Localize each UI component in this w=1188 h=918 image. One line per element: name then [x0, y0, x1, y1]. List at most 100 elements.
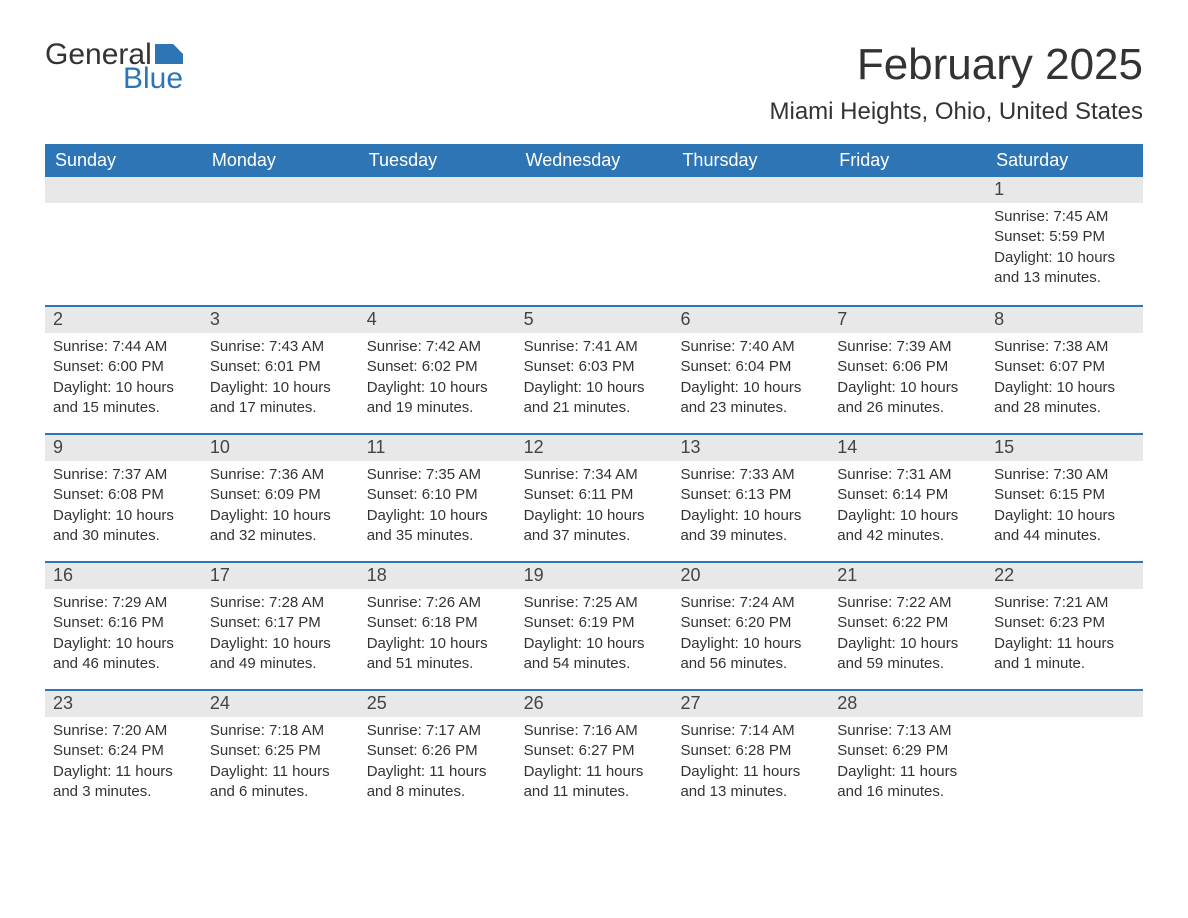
day-number: 21 — [829, 563, 986, 589]
page-header: General Blue February 2025 Miami Heights… — [45, 40, 1143, 126]
day-info: Sunrise: 7:44 AMSunset: 6:00 PMDaylight:… — [45, 333, 202, 430]
day-sunset: Sunset: 6:15 PM — [994, 485, 1135, 505]
day-header: Monday — [202, 144, 359, 177]
day-cell: 6Sunrise: 7:40 AMSunset: 6:04 PMDaylight… — [672, 307, 829, 433]
day-cell: 20Sunrise: 7:24 AMSunset: 6:20 PMDayligh… — [672, 563, 829, 689]
day-number: 22 — [986, 563, 1143, 589]
day-sunset: Sunset: 6:27 PM — [524, 741, 665, 761]
day-sunrise: Sunrise: 7:45 AM — [994, 207, 1135, 227]
day-info: Sunrise: 7:14 AMSunset: 6:28 PMDaylight:… — [672, 717, 829, 814]
day-number: 27 — [672, 691, 829, 717]
day-cell: 2Sunrise: 7:44 AMSunset: 6:00 PMDaylight… — [45, 307, 202, 433]
day-daylight2: and 8 minutes. — [367, 782, 508, 802]
day-info: Sunrise: 7:43 AMSunset: 6:01 PMDaylight:… — [202, 333, 359, 430]
day-sunrise: Sunrise: 7:42 AM — [367, 337, 508, 357]
week-row: 16Sunrise: 7:29 AMSunset: 6:16 PMDayligh… — [45, 561, 1143, 689]
day-cell: 21Sunrise: 7:22 AMSunset: 6:22 PMDayligh… — [829, 563, 986, 689]
day-daylight1: Daylight: 11 hours — [837, 762, 978, 782]
day-sunset: Sunset: 6:04 PM — [680, 357, 821, 377]
day-info: Sunrise: 7:45 AMSunset: 5:59 PMDaylight:… — [986, 203, 1143, 300]
day-sunrise: Sunrise: 7:36 AM — [210, 465, 351, 485]
day-daylight2: and 1 minute. — [994, 654, 1135, 674]
day-sunset: Sunset: 6:25 PM — [210, 741, 351, 761]
day-sunrise: Sunrise: 7:39 AM — [837, 337, 978, 357]
day-cell: 28Sunrise: 7:13 AMSunset: 6:29 PMDayligh… — [829, 691, 986, 817]
day-daylight1: Daylight: 11 hours — [210, 762, 351, 782]
day-sunset: Sunset: 6:02 PM — [367, 357, 508, 377]
day-daylight2: and 54 minutes. — [524, 654, 665, 674]
logo: General Blue — [45, 40, 183, 94]
day-info: Sunrise: 7:17 AMSunset: 6:26 PMDaylight:… — [359, 717, 516, 814]
day-sunset: Sunset: 6:01 PM — [210, 357, 351, 377]
day-header: Wednesday — [516, 144, 673, 177]
day-cell: 27Sunrise: 7:14 AMSunset: 6:28 PMDayligh… — [672, 691, 829, 817]
day-header-row: Sunday Monday Tuesday Wednesday Thursday… — [45, 144, 1143, 177]
day-header: Tuesday — [359, 144, 516, 177]
day-daylight1: Daylight: 10 hours — [53, 506, 194, 526]
day-daylight1: Daylight: 11 hours — [367, 762, 508, 782]
day-daylight1: Daylight: 10 hours — [210, 506, 351, 526]
week-row: 1Sunrise: 7:45 AMSunset: 5:59 PMDaylight… — [45, 177, 1143, 305]
day-daylight2: and 19 minutes. — [367, 398, 508, 418]
day-number: 8 — [986, 307, 1143, 333]
day-daylight2: and 37 minutes. — [524, 526, 665, 546]
day-number: 10 — [202, 435, 359, 461]
day-sunset: Sunset: 6:07 PM — [994, 357, 1135, 377]
day-sunset: Sunset: 6:28 PM — [680, 741, 821, 761]
day-cell — [986, 691, 1143, 817]
day-daylight2: and 28 minutes. — [994, 398, 1135, 418]
day-daylight1: Daylight: 10 hours — [367, 506, 508, 526]
day-sunrise: Sunrise: 7:44 AM — [53, 337, 194, 357]
week-row: 2Sunrise: 7:44 AMSunset: 6:00 PMDaylight… — [45, 305, 1143, 433]
day-info: Sunrise: 7:16 AMSunset: 6:27 PMDaylight:… — [516, 717, 673, 814]
day-daylight1: Daylight: 10 hours — [210, 378, 351, 398]
day-daylight2: and 44 minutes. — [994, 526, 1135, 546]
day-number: 13 — [672, 435, 829, 461]
day-number: 20 — [672, 563, 829, 589]
day-cell: 22Sunrise: 7:21 AMSunset: 6:23 PMDayligh… — [986, 563, 1143, 689]
day-sunset: Sunset: 6:06 PM — [837, 357, 978, 377]
day-number: 5 — [516, 307, 673, 333]
day-info: Sunrise: 7:18 AMSunset: 6:25 PMDaylight:… — [202, 717, 359, 814]
day-daylight1: Daylight: 10 hours — [837, 634, 978, 654]
day-cell: 19Sunrise: 7:25 AMSunset: 6:19 PMDayligh… — [516, 563, 673, 689]
day-info: Sunrise: 7:35 AMSunset: 6:10 PMDaylight:… — [359, 461, 516, 558]
day-sunrise: Sunrise: 7:38 AM — [994, 337, 1135, 357]
day-info: Sunrise: 7:40 AMSunset: 6:04 PMDaylight:… — [672, 333, 829, 430]
calendar: Sunday Monday Tuesday Wednesday Thursday… — [45, 144, 1143, 817]
day-sunset: Sunset: 6:08 PM — [53, 485, 194, 505]
day-cell — [672, 177, 829, 305]
day-sunset: Sunset: 6:18 PM — [367, 613, 508, 633]
week-row: 9Sunrise: 7:37 AMSunset: 6:08 PMDaylight… — [45, 433, 1143, 561]
day-sunrise: Sunrise: 7:28 AM — [210, 593, 351, 613]
day-daylight2: and 17 minutes. — [210, 398, 351, 418]
day-daylight2: and 21 minutes. — [524, 398, 665, 418]
flag-icon — [155, 44, 183, 64]
day-sunrise: Sunrise: 7:14 AM — [680, 721, 821, 741]
day-daylight1: Daylight: 10 hours — [53, 634, 194, 654]
day-daylight2: and 23 minutes. — [680, 398, 821, 418]
day-sunrise: Sunrise: 7:30 AM — [994, 465, 1135, 485]
day-daylight2: and 56 minutes. — [680, 654, 821, 674]
day-number: 11 — [359, 435, 516, 461]
day-daylight2: and 6 minutes. — [210, 782, 351, 802]
day-daylight1: Daylight: 11 hours — [53, 762, 194, 782]
day-daylight1: Daylight: 10 hours — [994, 506, 1135, 526]
day-info: Sunrise: 7:34 AMSunset: 6:11 PMDaylight:… — [516, 461, 673, 558]
day-daylight1: Daylight: 10 hours — [680, 378, 821, 398]
day-daylight1: Daylight: 11 hours — [680, 762, 821, 782]
day-number: 28 — [829, 691, 986, 717]
day-daylight1: Daylight: 10 hours — [680, 634, 821, 654]
day-info: Sunrise: 7:41 AMSunset: 6:03 PMDaylight:… — [516, 333, 673, 430]
day-cell — [829, 177, 986, 305]
day-daylight2: and 30 minutes. — [53, 526, 194, 546]
day-info: Sunrise: 7:39 AMSunset: 6:06 PMDaylight:… — [829, 333, 986, 430]
day-number — [45, 177, 202, 203]
day-sunset: Sunset: 6:24 PM — [53, 741, 194, 761]
day-number: 19 — [516, 563, 673, 589]
day-daylight2: and 16 minutes. — [837, 782, 978, 802]
day-info: Sunrise: 7:31 AMSunset: 6:14 PMDaylight:… — [829, 461, 986, 558]
day-sunset: Sunset: 6:20 PM — [680, 613, 821, 633]
day-daylight1: Daylight: 10 hours — [524, 634, 665, 654]
day-cell: 24Sunrise: 7:18 AMSunset: 6:25 PMDayligh… — [202, 691, 359, 817]
